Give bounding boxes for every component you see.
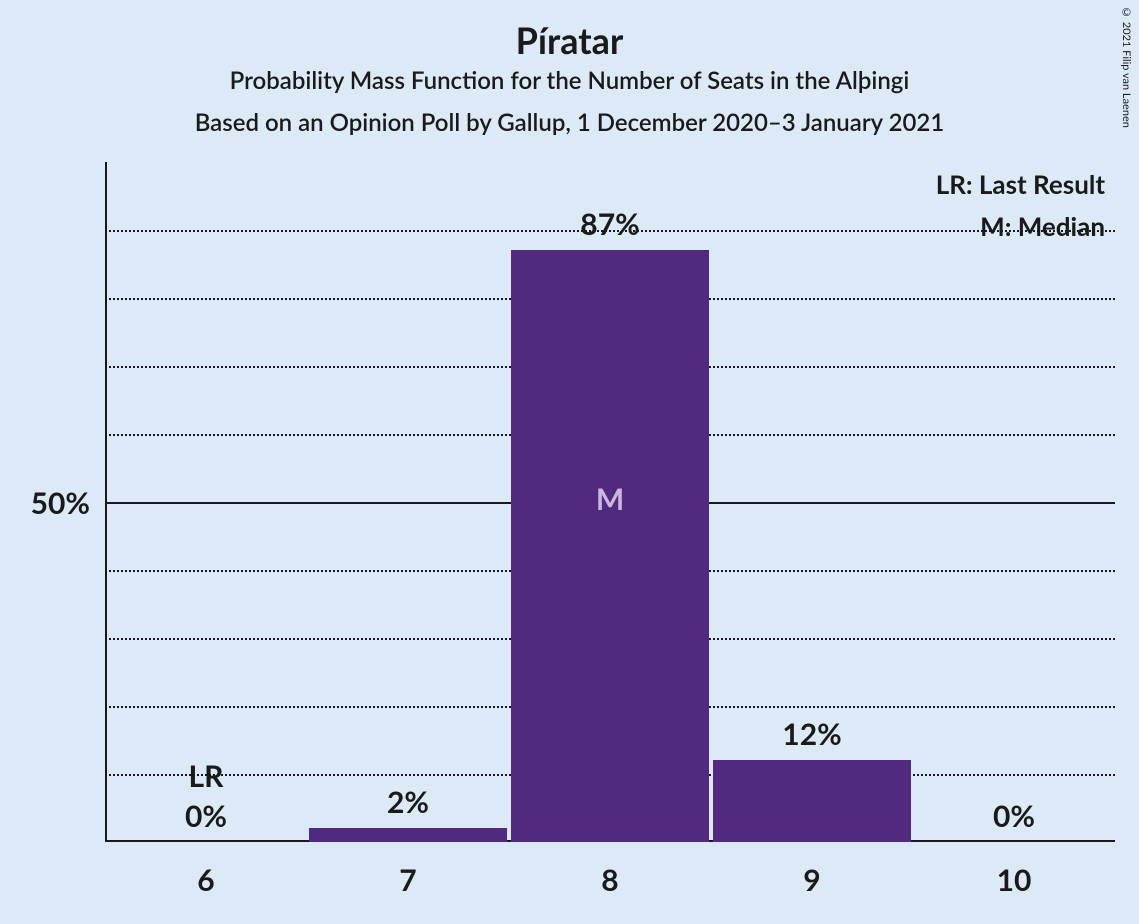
pmf-seats-chart: Píratar Probability Mass Function for th… <box>0 0 1139 924</box>
copyright-text: © 2021 Filip van Laenen <box>1120 6 1133 128</box>
x-tick-label: 8 <box>509 862 711 898</box>
bar-value-label: 12% <box>711 716 913 752</box>
bar-value-label: 2% <box>307 784 509 820</box>
bar <box>309 828 507 842</box>
x-tick-label: 7 <box>307 862 509 898</box>
x-tick-label: 9 <box>711 862 913 898</box>
chart-subtitle-2: Based on an Opinion Poll by Gallup, 1 De… <box>0 108 1139 137</box>
bar-marker: M <box>509 481 711 517</box>
legend-line: LR: Last Result <box>936 168 1105 200</box>
legend-line: M: Median <box>980 210 1105 242</box>
y-tick-label: 50% <box>0 485 90 521</box>
chart-title: Píratar <box>0 18 1139 62</box>
x-tick-label: 6 <box>105 862 307 898</box>
plot-area: 0% LR2% 87% M 12% 0% <box>105 162 1115 842</box>
bar-marker: LR <box>105 758 307 794</box>
x-tick-label: 10 <box>913 862 1115 898</box>
bar <box>511 250 709 842</box>
bar-value-label: 0% <box>913 798 1115 834</box>
bar-value-label: 87% <box>509 206 711 242</box>
chart-subtitle-1: Probability Mass Function for the Number… <box>0 66 1139 95</box>
bar <box>713 760 911 842</box>
bar-value-label: 0% <box>105 798 307 834</box>
